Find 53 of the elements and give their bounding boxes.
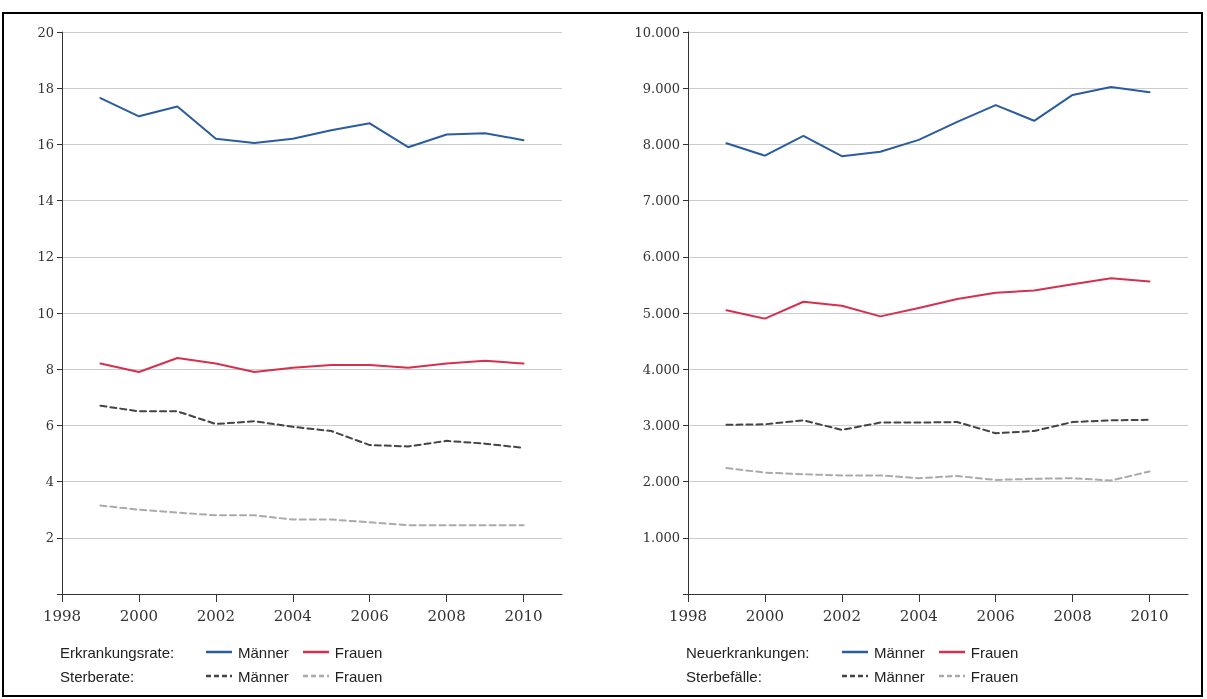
line-series (99, 356, 525, 374)
legend-label: Frauen (334, 643, 383, 661)
legend-label: Männer (874, 643, 925, 661)
x-tick-label: 2010 (1130, 606, 1169, 625)
y-tick-label: 12 (37, 249, 54, 265)
text: Erkrankungsrate: (60, 643, 176, 661)
y-tick-label: 6.000 (642, 249, 680, 265)
x-tick-label: 2004 (899, 606, 938, 625)
text: Sterberate: (60, 667, 136, 685)
y-tick-label: 14 (37, 193, 54, 209)
y-tick-label: 16 (37, 136, 54, 152)
legend-label: Frauen (334, 667, 383, 685)
y-tick-label: 3.000 (642, 417, 680, 433)
y-tick-label: 1.000 (642, 530, 680, 546)
y-tick-label: 4.000 (642, 361, 680, 377)
y-tick-label: 6 (45, 417, 54, 433)
x-tick-label: 2006 (350, 606, 389, 625)
text: Sterbefälle: (686, 667, 763, 685)
y-tick-label: 9.000 (642, 80, 680, 96)
x-tick-label: 2006 (976, 606, 1015, 625)
y-tick-label: 10 (37, 305, 54, 321)
y-tick-label: 8.000 (642, 136, 680, 152)
line-series (725, 86, 1151, 158)
x-tick-label: 2002 (822, 606, 861, 625)
legend-label: Männer (874, 667, 925, 685)
x-tick-label: 1998 (668, 606, 708, 625)
x-tick-label: 2002 (196, 606, 235, 625)
x-tick-label: 2008 (427, 606, 466, 625)
line-series (725, 467, 1151, 482)
line-series (99, 97, 525, 149)
x-tick-label: 2000 (745, 606, 785, 625)
text: Neuerkrankungen: (686, 643, 811, 661)
y-tick-label: 18 (37, 80, 54, 96)
x-tick-label: 1998 (42, 606, 82, 625)
legend-label: Männer (238, 667, 289, 685)
line-series (725, 277, 1151, 320)
x-tick-label: 2000 (119, 606, 159, 625)
legend-label: Männer (238, 643, 289, 661)
y-tick-label: 20 (37, 24, 54, 40)
y-tick-label: 10.000 (634, 24, 680, 40)
y-tick-label: 8 (45, 361, 54, 377)
legend-label: Frauen (970, 667, 1019, 685)
line-series (725, 418, 1151, 435)
x-tick-label: 2010 (504, 606, 543, 625)
y-tick-label: 2 (45, 530, 54, 546)
y-tick-label: 4 (45, 474, 54, 490)
x-tick-label: 2008 (1053, 606, 1092, 625)
x-tick-label: 2004 (273, 606, 312, 625)
line-series (99, 504, 525, 527)
legend-label: Frauen (970, 643, 1019, 661)
y-tick-label: 5.000 (642, 305, 680, 321)
y-tick-label: 2.000 (642, 474, 680, 490)
y-tick-label: 7.000 (642, 193, 680, 209)
